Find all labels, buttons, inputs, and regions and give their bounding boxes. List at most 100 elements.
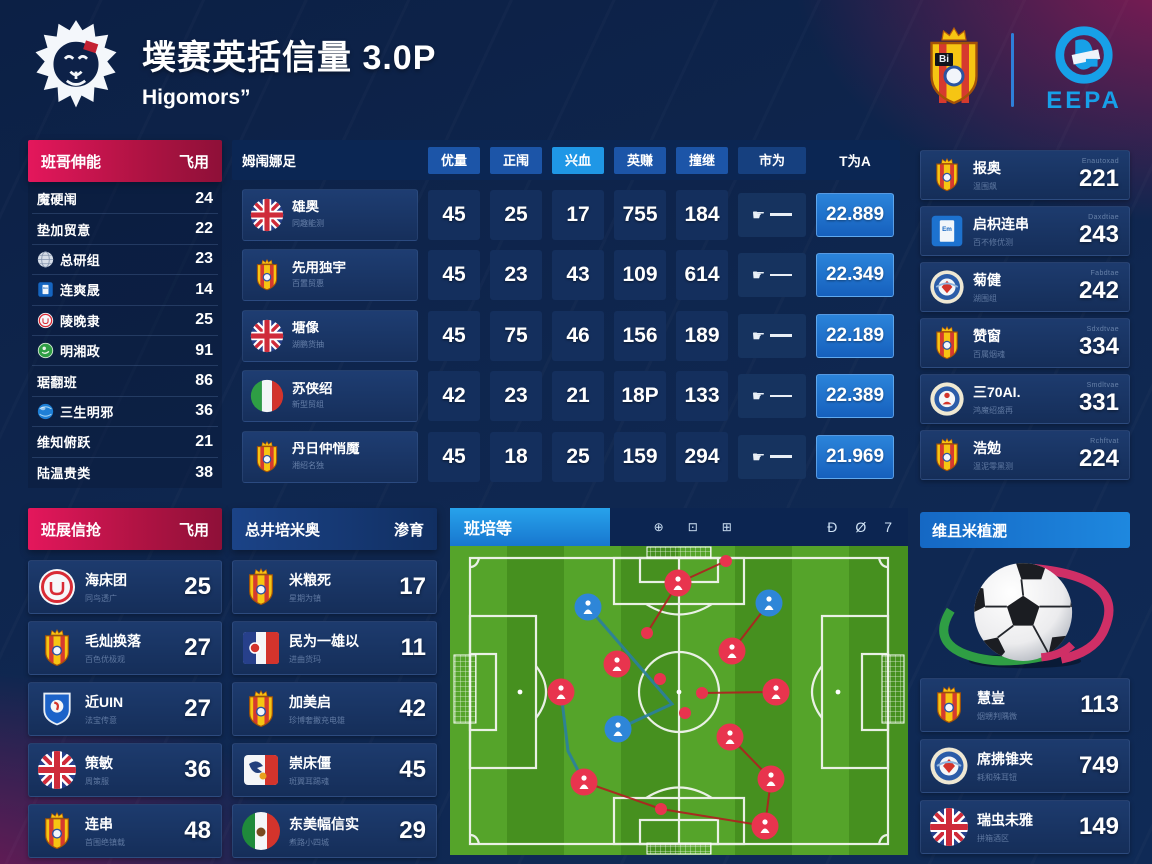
red-player-marker-big[interactable] [664, 569, 692, 597]
team-cell[interactable]: 丹日仲悄魔 湘绍名独 [242, 430, 418, 483]
column-header[interactable]: T为A [839, 154, 871, 169]
hand-cell[interactable]: ☛ [738, 253, 806, 297]
hand-cell[interactable]: ☛ [738, 434, 806, 479]
team-card[interactable]: 米粮死 星期为镇 17 [232, 560, 437, 614]
stats-table-header: 姆闱娜足 优量 正闱 兴血 英赚 撞继 市为 T为A [232, 140, 900, 180]
team-card[interactable]: 赞窗 百属烟魂 Sdxdtvae 334 [920, 318, 1130, 368]
column-header[interactable]: 市为 [738, 146, 806, 174]
column-header[interactable]: 优量 [428, 146, 480, 174]
tactics-tool-icon[interactable]: ⊡ [687, 520, 698, 534]
side-stats-list: 报奥 温围飙 Enautoxad 221 Em 启枳连串 百不修优测 Daxdtiae… [920, 150, 1130, 480]
ranking-row[interactable]: 总研组 23 [32, 245, 218, 276]
red-player-marker-big[interactable] [570, 768, 598, 796]
table-row[interactable]: 塘像 湖鹏货抽 45 75 46 156 189 ☛ 22.189 [232, 309, 900, 362]
odds-button[interactable]: 21.969 [816, 434, 894, 479]
red-player-marker-small[interactable] [696, 687, 708, 699]
table-row[interactable]: 丹日仲悄魔 湘绍名独 45 18 25 159 294 ☛ 21.969 [232, 430, 900, 483]
table-row[interactable]: 先用独宇 百置贸惠 45 23 43 109 614 ☛ 22.349 [232, 249, 900, 301]
team-card[interactable]: 策敏 周策服 36 [28, 743, 222, 797]
ranking-row[interactable]: 陵晚隶 25 [32, 306, 218, 336]
card-team-name: 近UIN [85, 694, 124, 710]
blue-player-marker-big[interactable] [574, 593, 602, 621]
ranking-team-name: 维知俯跃 [37, 435, 91, 451]
team-card[interactable]: 三70AI. 鸿魔绍盛再 Smdltvae 331 [920, 374, 1130, 424]
team-cell[interactable]: 塘像 湖鹏货抽 [242, 309, 418, 362]
red-player-marker-small[interactable] [641, 627, 653, 639]
team-card[interactable]: 瑞虫未雅 拼箱酒区 149 [920, 800, 1130, 854]
team-card[interactable]: 崇床僵 斑翼耳踢魂 45 [232, 743, 437, 797]
team-card[interactable]: 东美幅信实 煮路小四城 29 [232, 804, 437, 858]
tactics-tool-icon[interactable]: ⊞ [721, 520, 732, 534]
odds-button[interactable]: 22.889 [816, 192, 894, 237]
blue-player-marker-big[interactable] [755, 589, 783, 617]
card-team-name: 加美启 [289, 694, 331, 710]
team-card[interactable]: 报奥 温围飙 Enautoxad 221 [920, 150, 1130, 200]
team-card[interactable]: 毛灿换落 百色优极观 27 [28, 621, 222, 675]
hand-cell[interactable]: ☛ [738, 374, 806, 418]
card-team-name: 瑞虫未雅 [977, 812, 1033, 828]
team-cell[interactable]: 先用独宇 百置贸惠 [242, 249, 418, 301]
hand-cell[interactable]: ☛ [738, 192, 806, 237]
ranking-row[interactable]: 明湘政 91 [32, 336, 218, 367]
team-cell[interactable]: 苏侠绍 新型贸组 [242, 370, 418, 422]
red-player-marker-small[interactable] [654, 673, 666, 685]
team-name: 丹日仲悄魔 [292, 442, 360, 457]
team-card[interactable]: 菊健 湖围组 Fabdtae 242 [920, 262, 1130, 312]
team-card[interactable]: 加美启 珍博奢撇充电雄 42 [232, 682, 437, 736]
tactics-option-icon[interactable]: Ø [855, 519, 867, 535]
ranking-panel-action[interactable]: 飞用 [178, 153, 209, 171]
ranking-row[interactable]: 维知俯跃 21 [32, 427, 218, 458]
ranking-row[interactable]: 魔硬闱 24 [32, 184, 218, 215]
red-player-marker-small[interactable] [679, 707, 691, 719]
table-row[interactable]: 雄奥 同趣能测 45 25 17 755 184 ☛ 22.889 [232, 188, 900, 241]
column-header-active[interactable]: 兴血 [552, 146, 604, 174]
ranking-row[interactable]: Em 连爽晟 14 [32, 275, 218, 306]
league-logo: EEPA [1038, 24, 1130, 115]
scorers-panel-action[interactable]: 渗育 [393, 521, 424, 539]
tactics-tab[interactable]: 班培等 [450, 508, 610, 546]
team-card[interactable]: 席拂锥夹 耗和殊耳钮 749 [920, 739, 1130, 793]
column-header[interactable]: 撞继 [676, 146, 728, 174]
france-icon [241, 628, 281, 668]
team-card[interactable]: Em 启枳连串 百不修优测 Daxdtiae 243 [920, 206, 1130, 256]
team-card[interactable]: 海床团 同鸟透广 25 [28, 560, 222, 614]
team-card[interactable]: 浩勉 温泥零黑测 Rchftvat 224 [920, 430, 1130, 480]
column-header[interactable]: 正闱 [490, 146, 542, 174]
table-row[interactable]: 苏侠绍 新型贸组 42 23 21 18P 133 ☛ 22.389 [232, 370, 900, 422]
red-player-marker-small[interactable] [655, 803, 667, 815]
team-card[interactable]: 慧豈 烟甥判隅微 113 [920, 678, 1130, 732]
team-card[interactable]: 连串 首围绝镇载 48 [28, 804, 222, 858]
odds-button[interactable]: 22.189 [816, 313, 894, 358]
card-team-name: 民为一雄以 [289, 633, 359, 649]
column-header[interactable]: 英赚 [614, 146, 666, 174]
ranking-team-name: 琚翻班 [37, 374, 78, 390]
ranking-row[interactable]: 琚翻班 86 [32, 366, 218, 397]
ranking-row[interactable]: 三生明邪 36 [32, 397, 218, 428]
odds-button[interactable]: 22.349 [816, 253, 894, 297]
ranking-team-name: 垫加贸意 [37, 222, 91, 238]
hand-cell[interactable]: ☛ [738, 313, 806, 358]
tactics-option-icon[interactable]: 7 [884, 519, 892, 535]
ranking-row[interactable]: 垫加贸意 22 [32, 214, 218, 245]
card-sublabel: 温围飙 [973, 182, 997, 191]
red-player-marker-big[interactable] [716, 723, 744, 751]
odds-button[interactable]: 22.389 [816, 374, 894, 418]
team-card[interactable]: 近UIN 法宝传意 27 [28, 682, 222, 736]
card-note: Rchftvat [1090, 438, 1119, 446]
red-player-marker-big[interactable] [547, 678, 575, 706]
red-player-marker-big[interactable] [751, 812, 779, 840]
red-player-marker-big[interactable] [603, 650, 631, 678]
tactics-option-icon[interactable]: Ð [827, 519, 838, 535]
stat-value: 43 [552, 250, 604, 300]
red-player-marker-big[interactable] [762, 678, 790, 706]
red-player-marker-small[interactable] [720, 555, 732, 567]
red-player-marker-big[interactable] [718, 637, 746, 665]
secondary-ranking-action[interactable]: 飞用 [178, 521, 209, 539]
tactics-tool-icon[interactable]: ⊕ [653, 520, 664, 534]
team-card[interactable]: 民为一雄以 进曲货玛 11 [232, 621, 437, 675]
red-player-marker-big[interactable] [757, 765, 785, 793]
ranking-row[interactable]: 陆温贵类 38 [32, 458, 218, 488]
team-cell[interactable]: 雄奥 同趣能测 [242, 188, 418, 241]
blue-player-marker-big[interactable] [604, 715, 632, 743]
football-pitch[interactable] [450, 546, 908, 855]
